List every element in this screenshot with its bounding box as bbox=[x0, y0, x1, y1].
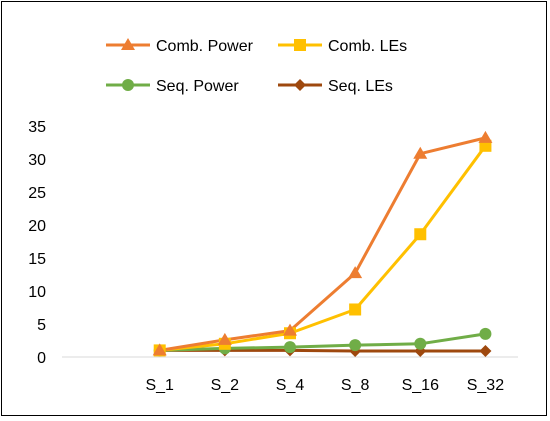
series-line-seq-les bbox=[159, 348, 486, 353]
data-point-comb-les bbox=[349, 303, 362, 316]
legend-item-comb-power: Comb. Power bbox=[106, 38, 254, 55]
legend-marker bbox=[294, 79, 306, 91]
data-point-seq-power bbox=[349, 339, 362, 352]
x-tick-label: S_8 bbox=[341, 377, 370, 394]
data-point-comb-les bbox=[414, 228, 427, 241]
y-tick-label: 5 bbox=[37, 317, 46, 334]
y-tick-label: 0 bbox=[37, 350, 46, 367]
data-point-seq-les bbox=[479, 345, 492, 358]
x-tick-label: S_32 bbox=[467, 377, 504, 394]
series-lines bbox=[159, 136, 487, 353]
data-point-seq-power bbox=[414, 337, 427, 350]
chart-legend: Comb. Power Comb. LEs Seq. Power Seq. LEs bbox=[106, 38, 407, 95]
x-tick-label: S_1 bbox=[145, 377, 174, 394]
y-axis-tick-labels: 0 5 10 15 20 25 30 35 bbox=[28, 119, 46, 367]
legend-marker bbox=[294, 39, 306, 51]
legend-item-comb-les: Comb. LEs bbox=[278, 38, 407, 55]
x-tick-label: S_4 bbox=[276, 377, 305, 394]
y-tick-label: 20 bbox=[28, 218, 46, 235]
legend-item-seq-power: Seq. Power bbox=[106, 78, 239, 95]
data-point-comb-power bbox=[478, 130, 493, 143]
data-point-comb-power bbox=[217, 332, 232, 345]
legend-label: Seq. LEs bbox=[328, 78, 393, 95]
data-point-comb-power bbox=[413, 146, 428, 159]
series-line-comb-power bbox=[159, 136, 486, 352]
y-tick-label: 10 bbox=[28, 284, 46, 301]
series-line-seq-power bbox=[159, 332, 486, 352]
x-tick-label: S_16 bbox=[402, 377, 439, 394]
legend-marker bbox=[122, 79, 134, 91]
data-point-seq-power bbox=[284, 341, 296, 354]
data-point-comb-power bbox=[348, 266, 363, 279]
data-point-seq-power bbox=[479, 327, 492, 340]
y-tick-label: 15 bbox=[28, 251, 46, 268]
legend-marker bbox=[121, 38, 135, 50]
legend-label: Comb. LEs bbox=[328, 38, 407, 55]
y-tick-label: 25 bbox=[28, 185, 46, 202]
chart-frame: Comb. Power Comb. LEs Seq. Power Seq. LEs 0… bbox=[1, 1, 547, 416]
data-point-comb-power bbox=[152, 343, 167, 356]
data-point-comb-power bbox=[283, 323, 297, 336]
x-axis-tick-labels: S_1 S_2 S_4 S_8 S_16 S_32 bbox=[145, 377, 504, 394]
series-markers bbox=[152, 130, 493, 358]
x-tick-label: S_2 bbox=[211, 377, 240, 394]
y-tick-label: 35 bbox=[28, 119, 46, 136]
legend-item-seq-les: Seq. LEs bbox=[278, 78, 393, 95]
legend-label: Seq. Power bbox=[156, 78, 239, 95]
legend-label: Comb. Power bbox=[156, 38, 254, 55]
series-line-comb-les bbox=[159, 144, 487, 352]
y-tick-label: 30 bbox=[28, 152, 46, 169]
